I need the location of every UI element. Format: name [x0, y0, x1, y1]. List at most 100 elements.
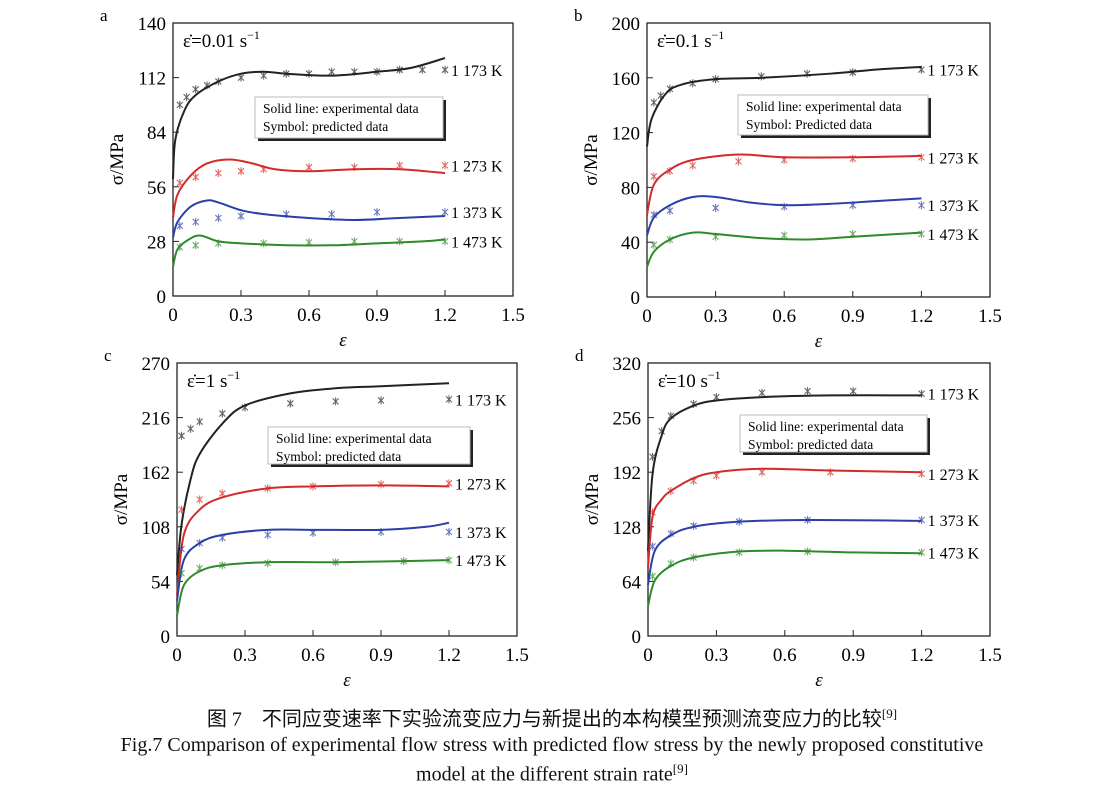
caption-chinese: 图 7 不同应变速率下实验流变应力与新提出的本构模型预测流变应力的比较[9] — [0, 702, 1104, 732]
predicted-point — [176, 100, 184, 109]
series-1473K: 1 473 K — [647, 545, 980, 607]
series-1373K: 1 373 K — [172, 199, 503, 238]
x-tick-label: 0.9 — [365, 305, 389, 326]
predicted-point — [735, 157, 742, 166]
strain-rate-exponent: −1 — [227, 368, 240, 382]
x-tick-label: 0.6 — [301, 645, 325, 666]
series-1373K: 1 373 K — [647, 513, 980, 586]
legend-box — [267, 426, 471, 465]
caption-english-2-text: model at the different strain rate — [416, 763, 673, 786]
x-tick-label: 0 — [168, 305, 178, 326]
caption-english-2: model at the different strain rate[9] — [0, 757, 1104, 787]
y-tick-label: 56 — [147, 178, 166, 199]
y-tick-label: 256 — [613, 409, 642, 430]
y-tick-label: 140 — [138, 14, 167, 35]
predicted-point — [445, 527, 453, 536]
predicted-point — [218, 489, 226, 498]
experimental-line — [176, 521, 450, 601]
predicted-point — [918, 229, 925, 238]
experimental-line — [176, 382, 450, 576]
strain-rate-exponent: −1 — [712, 28, 725, 42]
series-1473K: 1 473 K — [176, 553, 507, 616]
experimental-line — [646, 153, 922, 216]
y-tick-label: 54 — [151, 572, 171, 593]
y-tick-label: 320 — [613, 354, 642, 375]
temperature-label: 1 273 K — [928, 467, 980, 484]
caption-chinese-text: 图 7 不同应变速率下实验流变应力与新提出的本构模型预测流变应力的比较 — [206, 708, 882, 731]
x-tick-label: 0.6 — [297, 305, 321, 326]
series-1373K: 1 373 K — [646, 195, 979, 236]
predicted-point — [178, 505, 185, 514]
panel-letter: c — [104, 346, 112, 365]
y-tick-label: 162 — [142, 463, 171, 484]
temperature-label: 1 173 K — [455, 392, 507, 409]
predicted-point — [804, 387, 811, 396]
y-tick-label: 0 — [632, 627, 642, 648]
panel-d: d 0 0.3 0.6 0.9 1.2 1.5 0 64 128 192 256 320 ε σ/MPa ε̇… — [575, 346, 1002, 690]
predicted-point — [192, 217, 200, 226]
predicted-point — [377, 480, 385, 489]
x-tick-label: 1.2 — [910, 645, 934, 666]
predicted-point — [176, 221, 184, 230]
legend-box — [737, 94, 929, 136]
predicted-point — [192, 241, 200, 250]
experimental-line — [646, 195, 922, 236]
y-tick-label: 200 — [612, 14, 641, 35]
predicted-point — [441, 237, 449, 246]
predicted-point — [260, 239, 268, 248]
predicted-point — [237, 167, 245, 176]
legend-box — [739, 414, 928, 453]
x-tick-label: 1.5 — [501, 305, 525, 326]
caption-ref: [9] — [881, 706, 898, 721]
predicted-point — [780, 202, 788, 211]
experimental-line — [647, 518, 922, 586]
predicted-point — [649, 572, 656, 581]
temperature-label: 1 473 K — [928, 545, 980, 562]
series-1273K: 1 273 K — [646, 150, 979, 216]
predicted-point — [918, 469, 925, 478]
y-tick-label: 270 — [142, 354, 171, 375]
temperature-label: 1 173 K — [451, 63, 503, 80]
panel-letter: b — [574, 6, 583, 25]
y-tick-label: 216 — [142, 409, 171, 430]
predicted-point — [649, 542, 656, 551]
predicted-point — [650, 172, 658, 181]
figure: a 0 0.3 0.6 0.9 1.2 1.5 0 28 56 84 112 140 ε σ/MPa ε̇=0… — [100, 6, 1002, 690]
predicted-point — [332, 397, 340, 406]
x-tick-label: 1.2 — [437, 645, 461, 666]
x-tick-label: 0.3 — [229, 305, 253, 326]
strain-rate-text: ε̇=0.01 s — [183, 31, 247, 52]
strain-rate-label: ε̇=0.01 s−1 — [183, 28, 260, 52]
y-axis-label: σ/MPa — [582, 473, 603, 525]
predicted-point — [305, 69, 313, 78]
temperature-label: 1 273 K — [927, 150, 979, 167]
temperature-label: 1 473 K — [927, 227, 979, 244]
x-tick-label: 0.3 — [705, 645, 729, 666]
experimental-line — [646, 65, 922, 147]
legend-entry: Symbol: predicted data — [276, 449, 401, 464]
plot-frame — [646, 22, 991, 298]
x-tick-label: 0.9 — [841, 306, 865, 327]
strain-rate-exponent: −1 — [247, 28, 260, 42]
legend-box — [254, 96, 444, 139]
predicted-point — [187, 424, 194, 433]
predicted-point — [260, 71, 268, 80]
x-tick-label: 0 — [643, 645, 653, 666]
predicted-point — [218, 409, 226, 418]
x-tick-label: 0 — [172, 645, 182, 666]
legend-entry: Solid line: experimental data — [263, 101, 419, 116]
x-tick-label: 1.5 — [978, 645, 1002, 666]
x-axis-label: ε — [815, 670, 823, 690]
experimental-line — [646, 231, 922, 268]
predicted-point — [918, 153, 925, 162]
predicted-point — [328, 210, 336, 219]
predicted-point — [918, 389, 925, 398]
predicted-point — [178, 569, 185, 578]
predicted-point — [650, 98, 658, 107]
x-tick-label: 0.3 — [233, 645, 257, 666]
plot-frame — [647, 362, 991, 637]
series-1473K: 1 473 K — [646, 227, 979, 268]
legend-entry: Solid line: experimental data — [748, 419, 904, 434]
predicted-point — [445, 395, 453, 404]
y-tick-label: 128 — [613, 518, 642, 539]
